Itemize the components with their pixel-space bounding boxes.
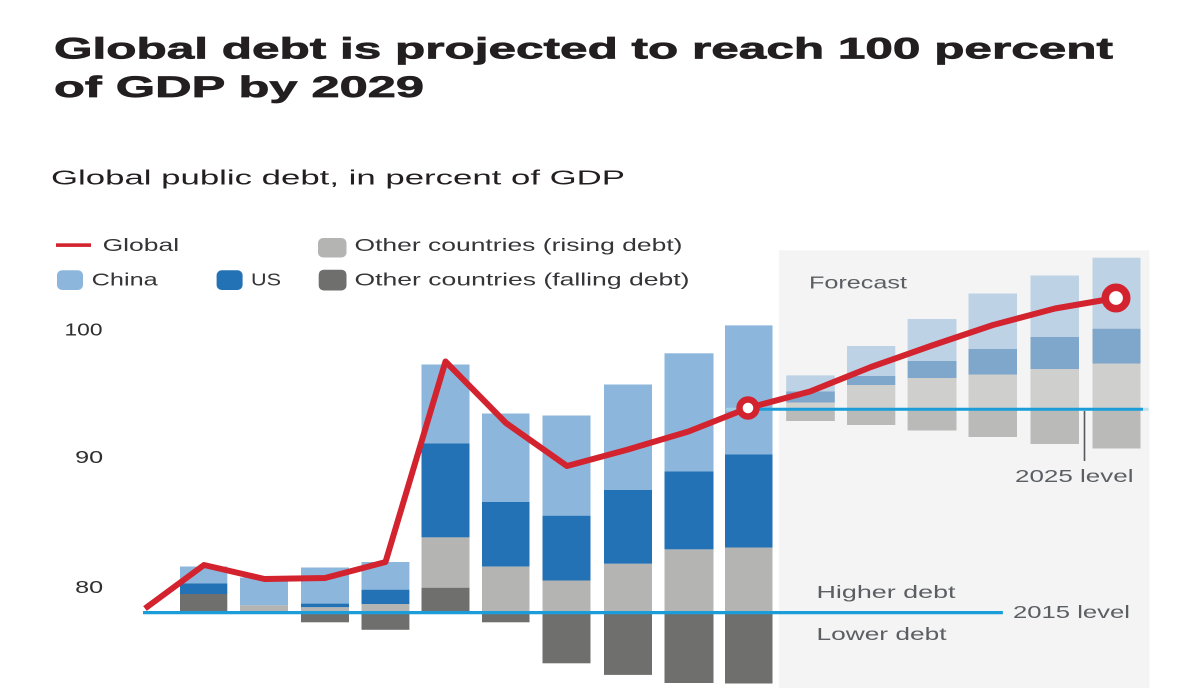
svg-text:Global public debt, in percent: Global public debt, in percent of GDP	[51, 166, 625, 189]
svg-text:China: China	[92, 270, 158, 290]
svg-text:Global: Global	[103, 235, 180, 255]
svg-text:100: 100	[65, 320, 103, 340]
svg-text:Higher debt: Higher debt	[817, 582, 956, 602]
svg-text:of GDP by 2029: of GDP by 2029	[54, 71, 424, 104]
svg-text:Lower debt: Lower debt	[817, 624, 947, 644]
svg-text:2015 level: 2015 level	[1013, 602, 1130, 622]
svg-text:Forecast: Forecast	[809, 272, 907, 292]
svg-text:Global debt is projected to re: Global debt is projected to reach 100 pe…	[54, 33, 1113, 66]
svg-text:US: US	[251, 270, 281, 290]
svg-text:90: 90	[75, 447, 103, 467]
svg-text:80: 80	[75, 577, 103, 597]
svg-text:Other countries (falling debt): Other countries (falling debt)	[355, 270, 690, 290]
svg-text:2025 level: 2025 level	[1015, 466, 1134, 486]
svg-text:Other countries (rising debt): Other countries (rising debt)	[355, 235, 683, 255]
